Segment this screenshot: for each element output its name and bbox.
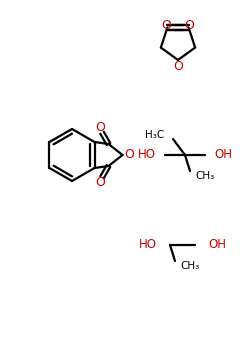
Text: O: O [95,176,105,189]
Text: O: O [162,19,172,32]
Text: O: O [95,121,105,134]
Text: HO: HO [139,238,157,252]
Text: O: O [124,148,134,161]
Text: HO: HO [138,148,156,161]
Text: H₃C: H₃C [145,130,164,140]
Text: OH: OH [208,238,226,252]
Text: CH₃: CH₃ [195,171,214,181]
Text: OH: OH [214,148,232,161]
Text: CH₃: CH₃ [180,261,199,271]
Text: O: O [184,19,194,32]
Text: O: O [173,60,183,72]
